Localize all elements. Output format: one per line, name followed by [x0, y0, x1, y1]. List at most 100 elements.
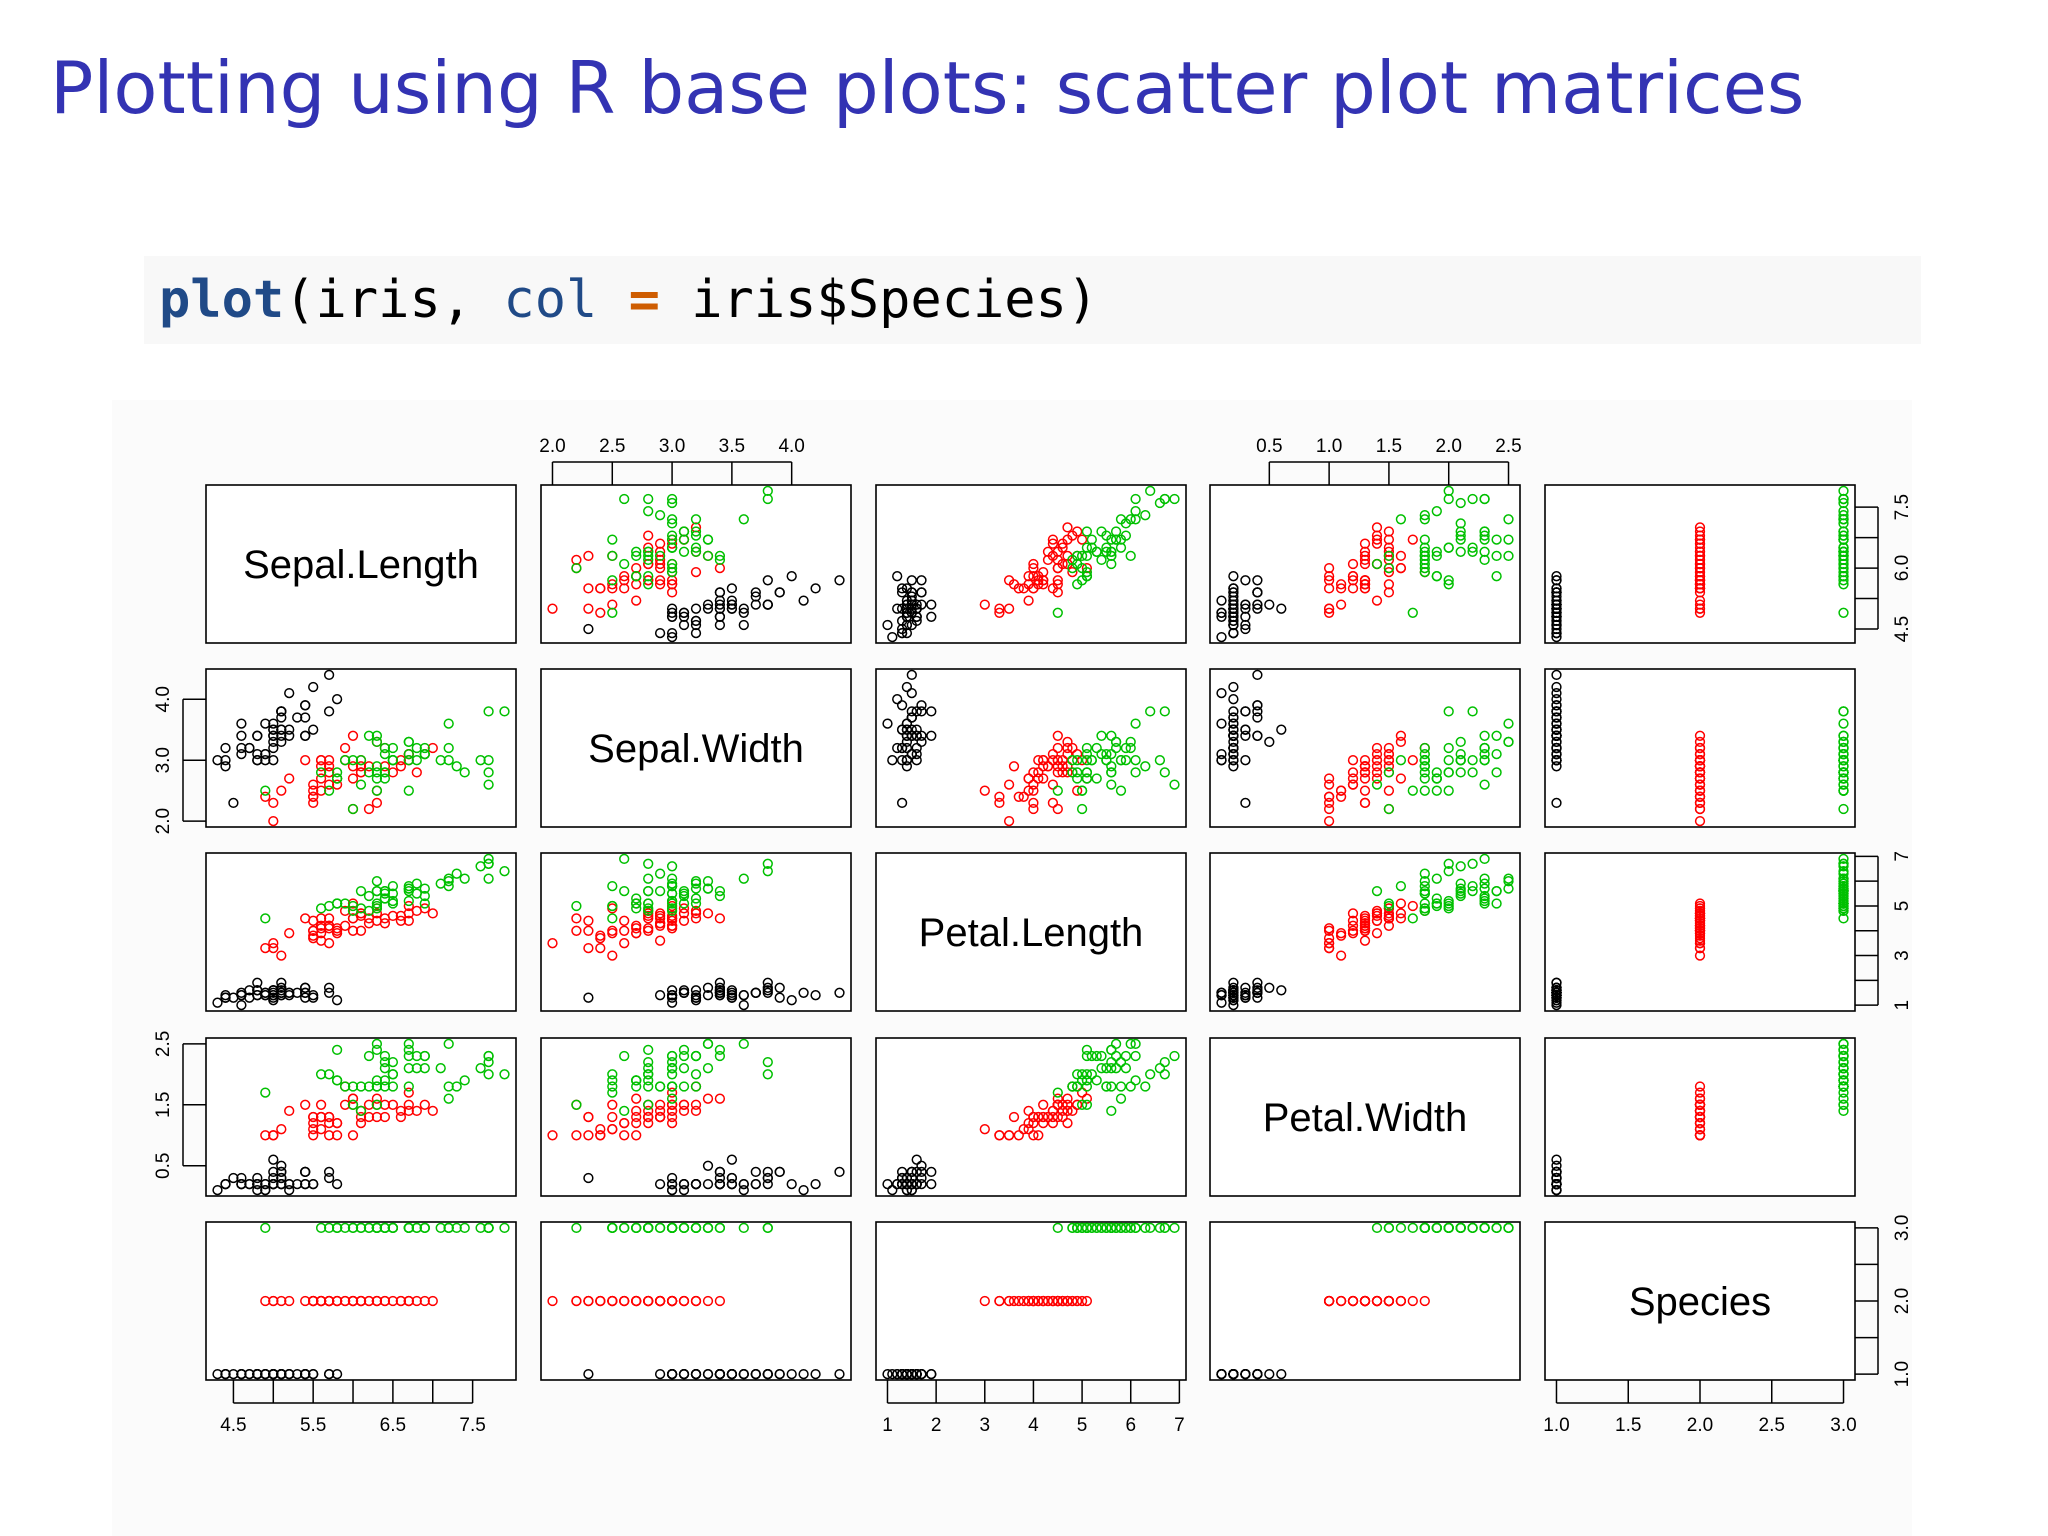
point-obs-21	[916, 587, 927, 598]
point-obs-90	[308, 925, 319, 936]
point-obs-40	[1228, 730, 1239, 741]
point-obs-121	[1479, 883, 1490, 894]
point-obs-36	[892, 603, 903, 614]
point-obs-119	[1169, 1050, 1180, 1062]
point-obs-65	[1359, 935, 1371, 946]
point-obs-52	[1383, 742, 1395, 754]
point-obs-143	[331, 773, 343, 784]
point-obs-52	[690, 1099, 702, 1110]
point-obs-21	[300, 1178, 311, 1190]
point-obs-110	[443, 1038, 454, 1050]
point-obs-105	[1115, 1056, 1127, 1068]
point-obs-129	[1106, 1063, 1117, 1074]
point-obs-143	[631, 571, 642, 582]
point-obs-87	[1383, 748, 1395, 760]
point-obs-43	[220, 1368, 231, 1380]
point-obs-22	[276, 712, 287, 723]
point-obs-79	[654, 913, 666, 924]
point-obs-107	[260, 913, 271, 924]
diagonal-label: Sepal.Length	[243, 543, 479, 587]
point-obs-128	[355, 1081, 367, 1092]
point-obs-60	[631, 1105, 642, 1117]
panel-frame	[1209, 1221, 1521, 1381]
point-obs-40	[276, 730, 287, 741]
point-obs-90	[1359, 785, 1371, 796]
point-obs-130	[1838, 1093, 1849, 1104]
point-obs-42	[1240, 797, 1251, 809]
point-obs-48	[901, 742, 913, 754]
point-obs-16	[834, 575, 845, 586]
point-obs-93	[619, 1117, 630, 1129]
point-obs-120	[1076, 1099, 1088, 1110]
point-obs-98	[1042, 554, 1054, 566]
point-obs-47	[911, 706, 922, 717]
point-obs-144	[1120, 1050, 1132, 1062]
point-obs-149	[1838, 554, 1849, 566]
point-obs-67	[315, 1099, 327, 1110]
point-obs-63	[1323, 803, 1335, 815]
point-obs-49	[906, 591, 917, 602]
point-obs-49	[1551, 591, 1562, 602]
point-obs-138	[1101, 748, 1112, 760]
point-obs-83	[1347, 773, 1359, 784]
point-obs-133	[643, 1056, 654, 1068]
point-obs-108	[654, 1222, 666, 1234]
point-obs-139	[1067, 1081, 1078, 1092]
point-obs-144	[1479, 878, 1490, 889]
top-tick-label: 1.0	[1316, 436, 1342, 457]
point-obs-99	[979, 599, 990, 610]
point-obs-126	[1125, 514, 1136, 525]
point-obs-88	[1047, 1111, 1059, 1123]
point-obs-71	[1694, 742, 1706, 754]
point-obs-94	[268, 942, 279, 954]
point-obs-135	[619, 1222, 630, 1234]
diagonal-label: Sepal.Width	[588, 727, 804, 771]
point-obs-46	[252, 755, 263, 766]
point-obs-129	[643, 1063, 654, 1074]
point-obs-34	[810, 1178, 821, 1190]
point-obs-58	[595, 942, 606, 954]
point-obs-149	[714, 554, 726, 566]
point-obs-143	[631, 898, 642, 909]
point-obs-41	[726, 1172, 738, 1184]
point-obs-78	[1407, 900, 1418, 912]
point-obs-96	[666, 1117, 678, 1129]
point-obs-134	[1838, 1099, 1849, 1110]
point-obs-34	[810, 583, 821, 594]
point-obs-140	[1838, 1063, 1849, 1074]
point-obs-49	[750, 591, 761, 602]
point-obs-36	[892, 1368, 903, 1380]
point-obs-30	[244, 1368, 255, 1380]
point-obs-80	[1003, 1295, 1015, 1307]
point-obs-61	[547, 1295, 558, 1307]
point-obs-149	[1838, 1050, 1849, 1062]
point-obs-81	[1018, 1124, 1029, 1135]
point-obs-118	[1467, 858, 1478, 869]
point-obs-33	[798, 987, 809, 998]
point-obs-63	[571, 1130, 582, 1141]
point-obs-108	[654, 1081, 666, 1092]
point-obs-46	[252, 990, 263, 1001]
point-obs-82	[595, 583, 606, 594]
point-obs-138	[1419, 888, 1430, 899]
point-obs-124	[371, 773, 383, 784]
point-obs-122	[1443, 579, 1454, 590]
point-obs-134	[371, 767, 383, 778]
point-obs-49	[1551, 712, 1562, 723]
point-obs-95	[1038, 773, 1049, 784]
point-obs-45	[762, 1166, 773, 1178]
right-tick-label: 1	[1892, 1000, 1913, 1011]
point-obs-140	[1455, 526, 1466, 537]
bottom-tick-label: 1.0	[1543, 1415, 1569, 1436]
point-obs-64	[654, 908, 666, 919]
point-obs-114	[323, 1222, 335, 1234]
point-obs-103	[666, 518, 678, 529]
point-obs-131	[643, 873, 654, 884]
point-obs-46	[252, 1172, 263, 1184]
point-obs-15	[1551, 694, 1562, 705]
point-obs-120	[347, 1099, 359, 1110]
point-obs-133	[1106, 546, 1117, 557]
point-obs-63	[1028, 803, 1039, 815]
point-obs-132	[762, 485, 773, 497]
panel-frame	[540, 1221, 852, 1381]
